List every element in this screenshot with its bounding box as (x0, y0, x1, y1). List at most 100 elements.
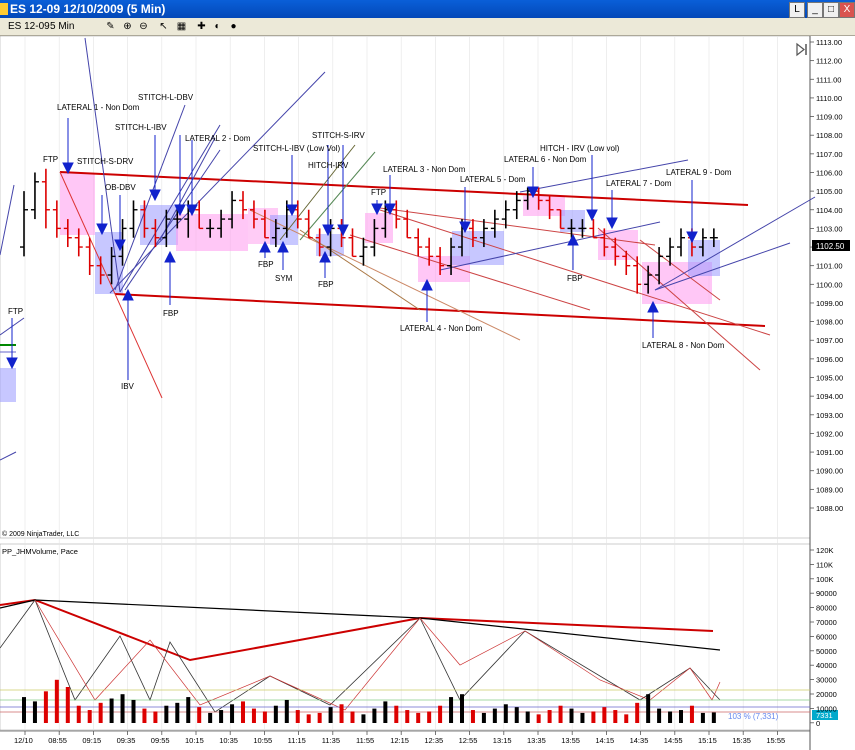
close-button[interactable]: X (839, 2, 855, 18)
time-tick-label: 12:55 (459, 736, 478, 745)
price-tick-label: 1092.00 (816, 429, 843, 438)
price-bar (348, 228, 357, 258)
template-icon[interactable]: ✚ (197, 21, 206, 32)
current-price-label: 1102.50 (816, 242, 845, 251)
price-bar (249, 200, 258, 229)
volume-bar (460, 694, 464, 723)
time-axis: 12/10 08:55 09:15 09:35 09:55 10:15 10:35 10:55… (14, 731, 785, 745)
link-button[interactable]: L (789, 2, 805, 18)
price-bar (611, 237, 620, 266)
cursor-icon[interactable]: ↖ (159, 21, 168, 32)
volume-bar (569, 708, 574, 723)
interval-selector[interactable]: 5 Min (50, 21, 75, 32)
volume-bar (481, 712, 486, 723)
volume-bar (98, 702, 103, 723)
current-price-marker (812, 240, 850, 251)
time-tick-label: 14:55 (664, 736, 683, 745)
minimize-button[interactable]: _ (807, 2, 823, 18)
label-fbp2: FBP (258, 260, 274, 269)
price-bar (271, 219, 280, 248)
volume-overlay-text: 103 % (7,331) (728, 712, 779, 721)
volume-tick-label: 10000 (816, 704, 837, 713)
label-lateral7: LATERAL 7 - Dom (606, 179, 672, 188)
chart-area[interactable]: LATERAL 1 - Non Dom STITCH-L-DBV STITCH-… (0, 36, 855, 750)
price-bar (173, 209, 182, 229)
volume-bar (208, 712, 213, 723)
volume-bar (22, 697, 26, 723)
time-tick-label: 13:55 (561, 736, 580, 745)
price-tick-label: 1093.00 (816, 411, 843, 420)
price-tick-label: 1089.00 (816, 485, 843, 494)
volume-bar (273, 705, 278, 723)
label-fbp3: FBP (318, 280, 334, 289)
label-ftp1: FTP (43, 155, 58, 164)
volume-bar (153, 711, 158, 723)
price-bar (545, 194, 554, 220)
volume-bar (306, 714, 311, 723)
price-bar (74, 228, 83, 257)
time-tick-label: 09:35 (117, 736, 136, 745)
volume-bar (449, 697, 454, 723)
price-tick-label: 1097.00 (816, 336, 843, 345)
volume-bar (438, 705, 443, 723)
volume-bar (175, 702, 180, 723)
trend-lines (0, 37, 816, 461)
label-lateral3: LATERAL 3 - Non Dom (383, 165, 466, 174)
volume-bar (197, 707, 202, 723)
volume-bar (295, 710, 300, 723)
price-bar (666, 237, 675, 266)
volume-bar (635, 702, 640, 723)
volume-bar (186, 697, 191, 723)
volume-tick-label: 120K (816, 546, 834, 555)
copyright-text: © 2009 NinjaTrader, LLC (2, 530, 79, 538)
price-bar (677, 228, 685, 257)
price-bar (85, 237, 94, 275)
volume-bar (241, 701, 245, 723)
volume-bar (251, 708, 256, 723)
refresh-icon[interactable]: ● (230, 21, 237, 32)
label-hitch-irv-low: HITCH - IRV (Low vol) (540, 144, 620, 153)
price-bar (600, 228, 609, 257)
price-bar (370, 219, 379, 257)
volume-bar (711, 712, 716, 723)
volume-bar (328, 707, 333, 723)
volume-bar (470, 710, 475, 723)
price-bar (228, 191, 237, 229)
volume-tick-label: 50000 (816, 647, 837, 656)
price-bar (622, 250, 631, 275)
time-tick-label: 14:35 (630, 736, 649, 745)
volume-bar (142, 708, 147, 723)
price-tick-label: 1090.00 (816, 467, 843, 476)
time-tick-label: 13:35 (527, 736, 546, 745)
price-bar (567, 219, 576, 238)
annotation-labels: LATERAL 1 - Non Dom STITCH-L-DBV STITCH-… (8, 93, 732, 391)
maximize-button[interactable]: □ (823, 2, 839, 18)
price-bar (162, 209, 171, 248)
zoom-out-icon[interactable]: ⊖ (139, 21, 148, 32)
label-hitch-irv: HITCH-IRV (308, 161, 349, 170)
volume-bar (492, 708, 497, 723)
time-tick-label: 13:15 (493, 736, 512, 745)
volume-bar (525, 711, 530, 723)
volume-bar (131, 699, 136, 723)
volume-bar (657, 708, 662, 723)
properties-icon[interactable]: ▦ (176, 21, 187, 32)
price-tick-label: 1109.00 (816, 113, 843, 122)
title-bar: ES 12-09 12/10/2009 (5 Min) L _ □ X (0, 0, 855, 18)
price-bar (655, 247, 664, 285)
volume-tick-label: 70000 (816, 618, 837, 627)
volume-bar (43, 691, 48, 723)
zoom-in-icon[interactable]: ⊕ (123, 21, 132, 32)
price-bar (217, 209, 226, 238)
pencil-icon[interactable]: ✎ (106, 21, 115, 32)
price-bar (52, 200, 61, 238)
label-sym: SYM (275, 274, 293, 283)
volume-bar (536, 714, 541, 723)
time-tick-label: 09:55 (151, 736, 170, 745)
label-lateral4: LATERAL 4 - Non Dom (400, 324, 483, 333)
scroll-end-icon[interactable] (796, 42, 809, 57)
price-bar (140, 200, 149, 238)
hide-icon[interactable]: ◐ (214, 21, 221, 32)
label-ob-dbv: OB-DBV (105, 183, 136, 192)
instrument-selector[interactable]: ES 12-09 (8, 21, 50, 32)
